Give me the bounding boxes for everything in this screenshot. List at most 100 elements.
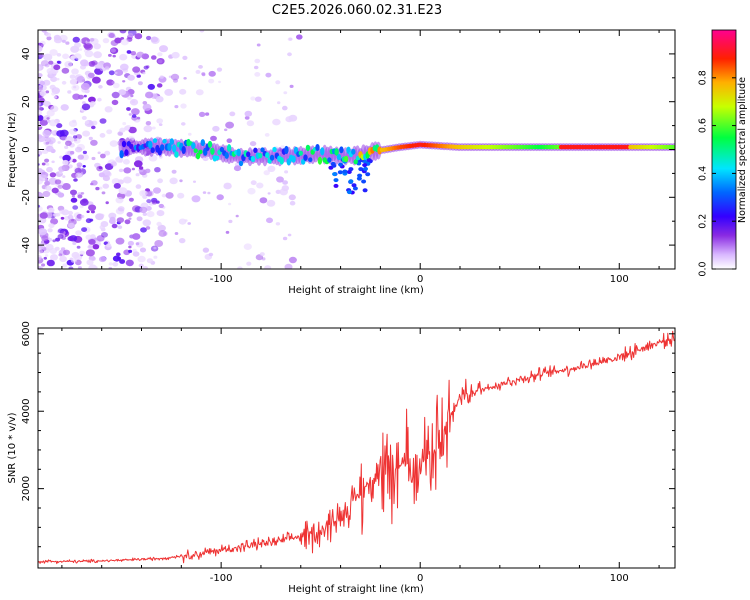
noise-speckle xyxy=(70,78,77,84)
ridge-tail-blob xyxy=(348,167,354,172)
noise-speckle xyxy=(159,75,164,79)
noise-speckle xyxy=(38,266,43,269)
noise-speckle xyxy=(259,197,268,204)
noise-speckle xyxy=(136,116,141,120)
noise-speckle xyxy=(279,188,289,196)
noise-speckle xyxy=(198,111,206,117)
ridge-blob xyxy=(315,144,320,151)
noise-speckle xyxy=(47,137,56,144)
noise-speckle xyxy=(76,245,81,249)
noise-speckle xyxy=(100,221,109,228)
noise-speckle xyxy=(226,138,233,143)
noise-speckle xyxy=(124,125,130,131)
noise-speckle xyxy=(208,70,216,77)
noise-speckle xyxy=(81,115,87,120)
ridge-blob xyxy=(671,144,675,150)
y-tick-label: -20 xyxy=(21,189,32,205)
noise-speckle xyxy=(92,76,101,84)
noise-speckle xyxy=(119,30,127,34)
ridge-blob xyxy=(174,151,179,158)
noise-speckle xyxy=(109,140,118,147)
noise-speckle xyxy=(38,174,48,182)
noise-speckle xyxy=(165,192,174,199)
noise-speckle xyxy=(62,53,70,60)
ridge-blob xyxy=(351,148,356,155)
x-tick-label: 0 xyxy=(417,573,423,584)
ridge-tail-blob xyxy=(361,179,367,184)
noise-speckle xyxy=(243,243,252,250)
noise-speckle xyxy=(39,119,49,126)
x-tick-label: 100 xyxy=(610,274,629,285)
noise-speckle xyxy=(150,36,159,43)
noise-speckle xyxy=(228,202,232,206)
ridge-blob xyxy=(167,143,172,152)
noise-speckle xyxy=(195,89,204,96)
noise-speckle xyxy=(87,245,93,249)
noise-speckle xyxy=(38,242,46,250)
noise-speckle xyxy=(201,72,206,76)
noise-speckle xyxy=(99,118,107,124)
noise-speckle xyxy=(235,214,239,218)
noise-speckle xyxy=(73,53,82,60)
noise-speckle xyxy=(58,253,63,257)
noise-speckle xyxy=(74,167,82,174)
noise-speckle xyxy=(108,266,113,269)
noise-speckle xyxy=(237,266,243,269)
noise-speckle xyxy=(39,90,47,97)
noise-speckle xyxy=(43,53,53,61)
noise-speckle xyxy=(83,61,90,67)
noise-speckle xyxy=(256,43,261,47)
noise-speckle xyxy=(114,37,122,44)
snr-x-label: Height of straight line (km) xyxy=(288,584,424,595)
noise-speckle xyxy=(111,223,118,229)
noise-speckle xyxy=(104,106,113,113)
noise-speckle xyxy=(210,135,217,142)
spectrogram-x-axis: -100 0 100 xyxy=(61,30,660,285)
noise-speckle xyxy=(259,252,265,257)
noise-speckle xyxy=(104,150,111,156)
noise-speckle xyxy=(158,203,164,209)
noise-speckle xyxy=(131,108,140,116)
noise-speckle xyxy=(49,49,58,56)
noise-speckle xyxy=(153,255,158,259)
noise-speckle xyxy=(82,165,86,168)
noise-speckle xyxy=(225,121,235,129)
noise-speckle xyxy=(119,259,126,264)
noise-speckle xyxy=(137,255,146,263)
noise-speckle xyxy=(118,187,128,195)
noise-speckle xyxy=(130,51,137,56)
noise-speckle xyxy=(47,207,55,213)
noise-speckle xyxy=(46,117,50,120)
noise-speckle xyxy=(174,232,179,235)
noise-speckle xyxy=(104,171,112,177)
noise-speckle xyxy=(164,88,174,96)
ridge-blob xyxy=(320,147,325,156)
noise-speckle xyxy=(224,128,228,132)
noise-speckle xyxy=(171,51,180,59)
noise-speckle xyxy=(104,66,110,71)
noise-speckle xyxy=(106,79,115,86)
noise-speckle xyxy=(50,76,58,82)
noise-speckle xyxy=(158,230,167,237)
noise-speckle xyxy=(90,182,94,186)
noise-speckle xyxy=(254,72,261,77)
noise-speckle xyxy=(272,118,281,126)
ridge-blob xyxy=(224,152,229,159)
noise-speckle xyxy=(140,227,147,233)
noise-speckle xyxy=(177,192,185,199)
noise-speckle xyxy=(77,194,83,199)
noise-speckle xyxy=(289,84,294,88)
noise-speckle xyxy=(55,237,61,242)
ridge-blob xyxy=(195,152,201,160)
noise-speckle xyxy=(138,166,144,170)
noise-speckle xyxy=(79,250,85,255)
noise-speckle xyxy=(70,197,78,203)
ridge-blob xyxy=(210,147,215,155)
snr-x-axis: -100 0 100 xyxy=(61,328,660,584)
noise-speckle xyxy=(39,212,48,219)
noise-speckle xyxy=(98,256,107,263)
ridge-blob xyxy=(260,147,265,153)
noise-speckle xyxy=(135,173,140,177)
noise-speckle xyxy=(72,119,77,123)
